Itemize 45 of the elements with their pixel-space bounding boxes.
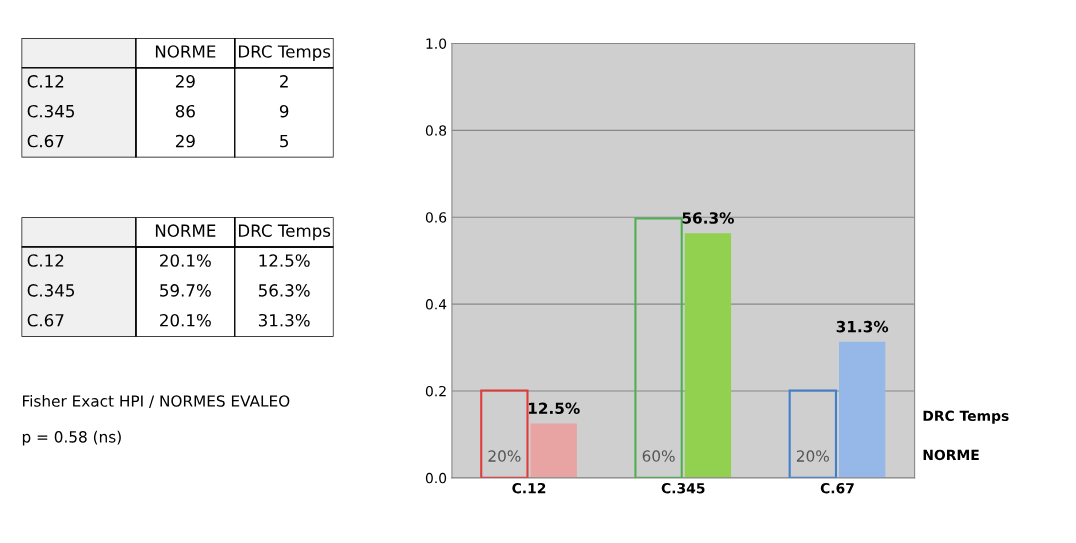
data-label: 2 bbox=[280, 75, 288, 88]
bar bbox=[530, 423, 577, 478]
text: DRC Temps bbox=[923, 410, 1009, 424]
text: NORME bbox=[923, 449, 979, 461]
text: DRC Temps bbox=[238, 45, 331, 62]
y-tick-label: 1.0 bbox=[426, 38, 447, 49]
category-label: C.345 bbox=[27, 284, 75, 297]
y-tick-label: 0.4 bbox=[425, 299, 447, 310]
y-tick-label: 0.6 bbox=[425, 212, 447, 223]
category-label: C.12 bbox=[27, 75, 64, 88]
bar bbox=[839, 341, 886, 478]
data-label: 20% bbox=[796, 450, 829, 462]
text: NORME bbox=[155, 224, 216, 237]
category-label: C.345 bbox=[27, 104, 75, 118]
data-label: 56.3% bbox=[682, 212, 734, 224]
text: NORME bbox=[155, 45, 216, 58]
y-tick-label: 0.2 bbox=[425, 385, 446, 397]
x-tick-label: C.67 bbox=[820, 482, 854, 494]
data-label: 20.1% bbox=[160, 254, 211, 267]
data-label: 12.5% bbox=[259, 254, 310, 267]
y-tick-label: 0.0 bbox=[425, 472, 447, 484]
text: DRC Temps bbox=[238, 224, 331, 241]
data-label: 29 bbox=[175, 134, 195, 148]
data-label: 59.7% bbox=[160, 284, 211, 297]
category-label: C.12 bbox=[27, 254, 64, 267]
data-label: 56.3% bbox=[258, 284, 310, 297]
data-label: 60% bbox=[642, 450, 675, 462]
data-label: 31.3% bbox=[836, 320, 889, 333]
data-label: 86 bbox=[175, 104, 195, 118]
bar bbox=[634, 217, 683, 478]
data-label: 31.3% bbox=[258, 313, 310, 327]
x-tick-label: C.345 bbox=[661, 482, 705, 494]
text: p = 0.58 (ns) bbox=[22, 430, 121, 446]
data-label: 5 bbox=[280, 134, 288, 148]
bar bbox=[684, 233, 732, 478]
category-label: C.67 bbox=[27, 313, 64, 327]
y-tick-label: 0.8 bbox=[425, 125, 447, 136]
data-label: 12.5% bbox=[528, 402, 580, 415]
category-label: C.67 bbox=[27, 134, 64, 148]
x-tick-label: C.12 bbox=[512, 482, 546, 494]
data-label: 29 bbox=[175, 75, 195, 88]
data-label: 20% bbox=[488, 450, 521, 462]
data-label: 20.1% bbox=[160, 313, 211, 327]
data-label: 9 bbox=[279, 104, 289, 118]
text: Fisher Exact HPI / NORMES EVALEO bbox=[23, 394, 290, 408]
